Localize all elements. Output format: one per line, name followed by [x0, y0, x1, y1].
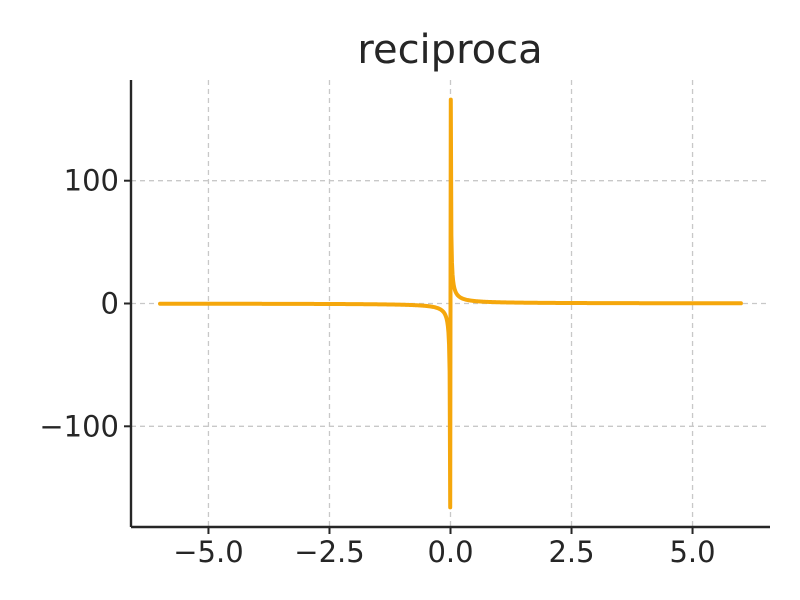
y-tick-label: 0 — [101, 287, 119, 321]
y-tick-label: −100 — [39, 409, 119, 443]
x-tick-label: 5.0 — [669, 535, 715, 569]
series-group — [158, 97, 743, 510]
x-tick-label: 2.5 — [548, 535, 594, 569]
x-tick-label: 0.0 — [427, 535, 473, 569]
reciprocal-series-line — [158, 97, 743, 510]
x-tick-label: −2.5 — [294, 535, 364, 569]
x-tick-label: −5.0 — [173, 535, 243, 569]
chart-title: reciproca — [357, 27, 542, 73]
y-tick-label: 100 — [64, 164, 119, 198]
ticks: −5.0 −2.5 0.0 2.5 5.0 −100 0 100 — [39, 164, 715, 569]
